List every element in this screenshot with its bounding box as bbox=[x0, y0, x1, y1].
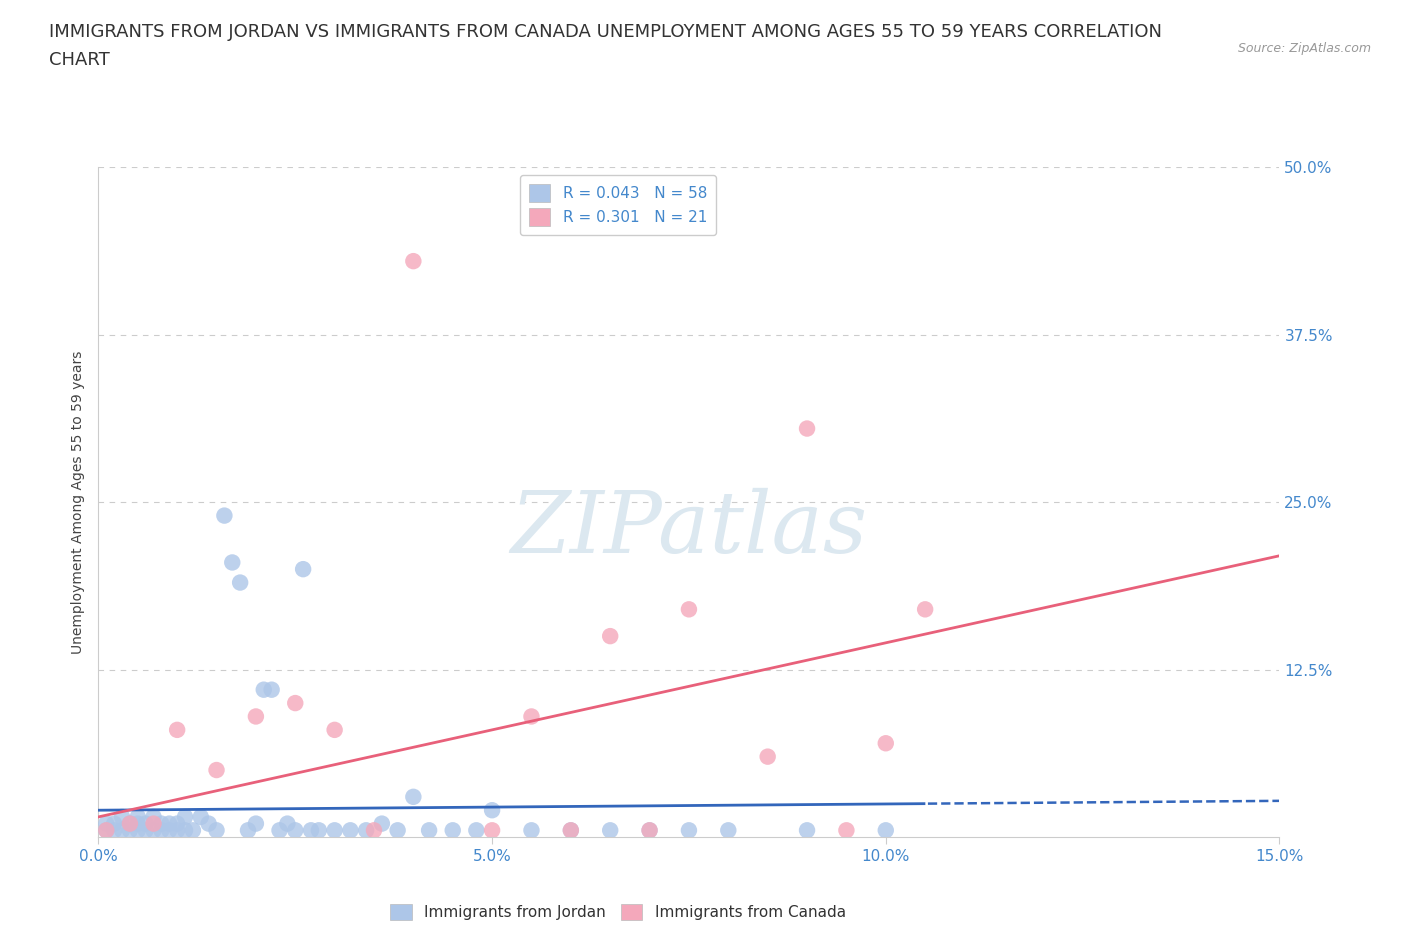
Point bbox=[245, 817, 267, 831]
Point bbox=[402, 254, 425, 269]
Point bbox=[875, 736, 897, 751]
Point bbox=[520, 709, 543, 724]
Point bbox=[371, 817, 394, 831]
Point bbox=[796, 421, 818, 436]
Point bbox=[103, 823, 125, 838]
Point bbox=[387, 823, 409, 838]
Point bbox=[181, 823, 204, 838]
Point bbox=[205, 823, 228, 838]
Point bbox=[756, 750, 779, 764]
Point bbox=[441, 823, 464, 838]
Point bbox=[96, 823, 118, 838]
Point bbox=[174, 823, 197, 838]
Point bbox=[339, 823, 361, 838]
Point bbox=[260, 683, 283, 698]
Point bbox=[253, 683, 276, 698]
Point bbox=[118, 817, 141, 831]
Point bbox=[599, 823, 621, 838]
Point bbox=[166, 817, 188, 831]
Point bbox=[354, 823, 377, 838]
Point bbox=[465, 823, 488, 838]
Y-axis label: Unemployment Among Ages 55 to 59 years: Unemployment Among Ages 55 to 59 years bbox=[72, 351, 86, 654]
Point bbox=[135, 817, 157, 831]
Point bbox=[717, 823, 740, 838]
Point bbox=[221, 555, 243, 570]
Point bbox=[96, 823, 118, 838]
Point bbox=[150, 823, 173, 838]
Point bbox=[599, 629, 621, 644]
Point bbox=[638, 823, 661, 838]
Point bbox=[560, 823, 582, 838]
Point bbox=[638, 823, 661, 838]
Point bbox=[166, 723, 188, 737]
Text: Source: ZipAtlas.com: Source: ZipAtlas.com bbox=[1237, 42, 1371, 55]
Point bbox=[118, 817, 141, 831]
Point bbox=[157, 817, 180, 831]
Point bbox=[560, 823, 582, 838]
Point bbox=[174, 809, 197, 824]
Point bbox=[323, 823, 346, 838]
Point bbox=[150, 817, 173, 831]
Point bbox=[481, 823, 503, 838]
Point bbox=[284, 823, 307, 838]
Point bbox=[914, 602, 936, 617]
Text: ZIPatlas: ZIPatlas bbox=[510, 487, 868, 570]
Point bbox=[402, 790, 425, 804]
Text: IMMIGRANTS FROM JORDAN VS IMMIGRANTS FROM CANADA UNEMPLOYMENT AMONG AGES 55 TO 5: IMMIGRANTS FROM JORDAN VS IMMIGRANTS FRO… bbox=[49, 23, 1163, 41]
Point bbox=[127, 809, 149, 824]
Legend: Immigrants from Jordan, Immigrants from Canada: Immigrants from Jordan, Immigrants from … bbox=[384, 898, 852, 926]
Point bbox=[190, 809, 212, 824]
Point bbox=[299, 823, 322, 838]
Point bbox=[214, 508, 236, 523]
Point bbox=[678, 602, 700, 617]
Point bbox=[142, 809, 165, 824]
Point bbox=[678, 823, 700, 838]
Point bbox=[166, 823, 188, 838]
Point bbox=[127, 823, 149, 838]
Point bbox=[835, 823, 858, 838]
Point bbox=[520, 823, 543, 838]
Point bbox=[127, 817, 149, 831]
Point bbox=[205, 763, 228, 777]
Point bbox=[418, 823, 440, 838]
Point bbox=[269, 823, 291, 838]
Point bbox=[157, 823, 180, 838]
Point bbox=[111, 809, 134, 824]
Point bbox=[284, 696, 307, 711]
Point bbox=[103, 817, 125, 831]
Text: CHART: CHART bbox=[49, 51, 110, 69]
Point bbox=[875, 823, 897, 838]
Point bbox=[142, 817, 165, 831]
Point bbox=[142, 823, 165, 838]
Point bbox=[308, 823, 330, 838]
Point bbox=[118, 823, 141, 838]
Point bbox=[481, 803, 503, 817]
Point bbox=[323, 723, 346, 737]
Point bbox=[135, 823, 157, 838]
Point bbox=[363, 823, 385, 838]
Point bbox=[245, 709, 267, 724]
Point bbox=[96, 817, 118, 831]
Point bbox=[197, 817, 219, 831]
Point bbox=[276, 817, 298, 831]
Point bbox=[292, 562, 315, 577]
Point bbox=[796, 823, 818, 838]
Point bbox=[111, 823, 134, 838]
Point bbox=[236, 823, 259, 838]
Point bbox=[229, 575, 252, 590]
